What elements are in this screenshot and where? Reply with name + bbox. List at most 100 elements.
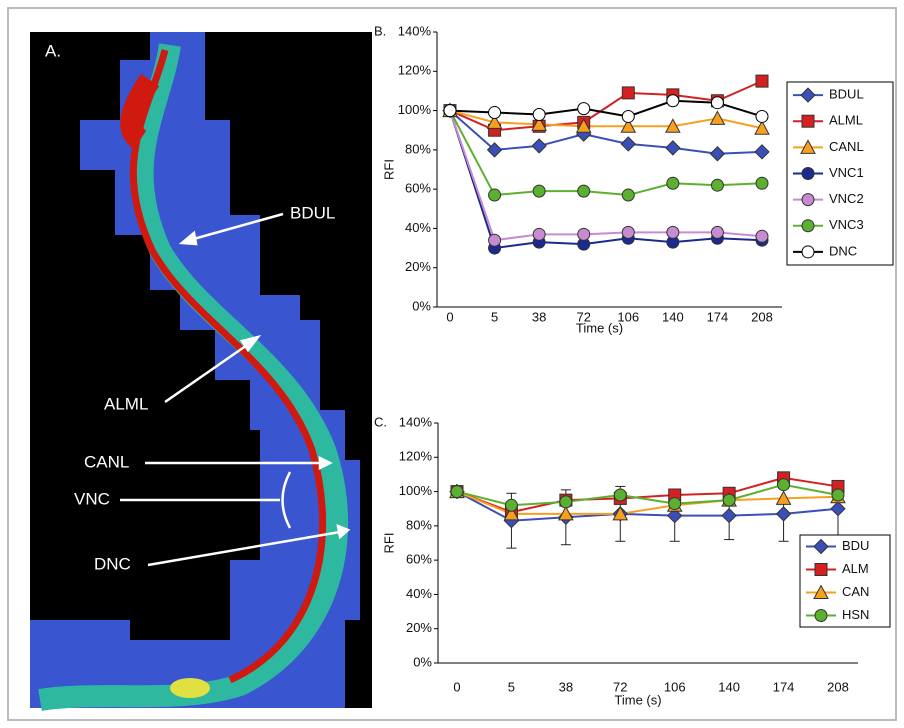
- point: [665, 140, 681, 156]
- point: [755, 176, 769, 190]
- annotation: VNC: [74, 489, 110, 508]
- panel-label: A.: [45, 41, 61, 60]
- y-tick-label: 100%: [399, 483, 433, 498]
- point: [559, 495, 573, 509]
- x-tick-label: 174: [773, 679, 795, 694]
- point: [532, 227, 546, 241]
- series-line: [456, 490, 839, 515]
- series-line: [449, 109, 763, 155]
- series-line: [456, 490, 839, 522]
- point: [504, 498, 518, 512]
- y-tick-label: 20%: [406, 620, 432, 635]
- point: [531, 138, 547, 154]
- legend-label: VNC3: [829, 217, 864, 232]
- point: [612, 505, 629, 521]
- point: [486, 142, 503, 158]
- legend-label: BDU: [842, 538, 869, 553]
- y-tick-label: 40%: [406, 586, 432, 601]
- legend-marker: [813, 584, 829, 599]
- panel-title: B.: [374, 23, 386, 38]
- x-tick-label: 0: [453, 679, 460, 694]
- x-tick-label: 38: [532, 309, 546, 324]
- series-line: [449, 110, 763, 242]
- point: [488, 106, 502, 120]
- y-tick-label: 80%: [406, 517, 432, 532]
- x-axis-title: Time (s): [576, 320, 623, 335]
- point: [621, 188, 635, 202]
- y-tick-label: 140%: [399, 414, 433, 429]
- legend-marker: [800, 139, 816, 154]
- point: [503, 505, 520, 521]
- annotation: DNC: [94, 554, 131, 573]
- y-tick-label: 0%: [412, 298, 431, 313]
- point: [777, 478, 791, 492]
- point: [667, 507, 683, 524]
- point: [831, 488, 845, 502]
- point: [613, 488, 627, 502]
- series-line: [449, 110, 763, 197]
- legend-label: VNC1: [829, 165, 864, 180]
- point: [666, 225, 680, 239]
- x-tick-label: 174: [707, 309, 729, 324]
- legend-label: ALM: [842, 561, 869, 576]
- annotation: BDUL: [290, 203, 335, 222]
- y-tick-label: 20%: [405, 259, 431, 274]
- point: [575, 118, 592, 133]
- x-tick-label: 0: [446, 309, 453, 324]
- legend-label: HSN: [842, 607, 869, 622]
- x-tick-label: 72: [613, 679, 627, 694]
- point: [709, 110, 726, 125]
- legend-box: [799, 534, 891, 628]
- x-tick-label: 140: [718, 679, 740, 694]
- point: [488, 188, 502, 202]
- panel-title: C.: [374, 414, 387, 429]
- x-tick-label: 38: [559, 679, 573, 694]
- point: [830, 501, 846, 517]
- series-line: [456, 483, 839, 507]
- legend-marker: [801, 193, 815, 207]
- legend-label: ALML: [829, 113, 863, 128]
- point: [754, 144, 770, 160]
- legend-label: CANL: [829, 139, 864, 154]
- image-tissue: [30, 32, 360, 708]
- legend-marker: [801, 219, 815, 233]
- legend-label: BDUL: [829, 87, 864, 102]
- point: [755, 229, 769, 243]
- legend-marker: [814, 609, 828, 622]
- y-tick-label: 140%: [398, 23, 432, 38]
- point: [775, 490, 792, 505]
- series-line: [449, 109, 763, 130]
- worm-head: [120, 73, 160, 150]
- point: [709, 146, 726, 162]
- micrograph: A. BDUL ALML CANL VNC DNC: [30, 32, 372, 711]
- x-tick-label: 140: [662, 309, 684, 324]
- point: [722, 493, 736, 507]
- point: [620, 136, 636, 152]
- point: [621, 109, 635, 123]
- legend-marker: [813, 538, 829, 555]
- point: [710, 96, 724, 110]
- point: [668, 497, 682, 511]
- point: [666, 176, 680, 190]
- legend-marker: [801, 245, 815, 259]
- point: [721, 507, 737, 524]
- legend-marker: [801, 167, 815, 180]
- point: [666, 94, 680, 108]
- point: [665, 118, 681, 133]
- point: [577, 102, 591, 116]
- arrows: [120, 212, 351, 567]
- y-tick-label: 40%: [405, 220, 431, 235]
- series-line: [449, 99, 763, 118]
- point: [755, 74, 769, 88]
- y-tick-label: 120%: [399, 449, 433, 464]
- legend-label: DNC: [829, 243, 857, 258]
- point: [577, 227, 591, 241]
- worm-tail: [170, 678, 210, 698]
- point: [532, 184, 546, 198]
- legend-label: CAN: [842, 584, 869, 599]
- y-tick-label: 80%: [405, 141, 431, 156]
- x-tick-label: 208: [827, 679, 849, 694]
- point: [755, 109, 769, 123]
- y-tick-label: 0%: [413, 654, 432, 669]
